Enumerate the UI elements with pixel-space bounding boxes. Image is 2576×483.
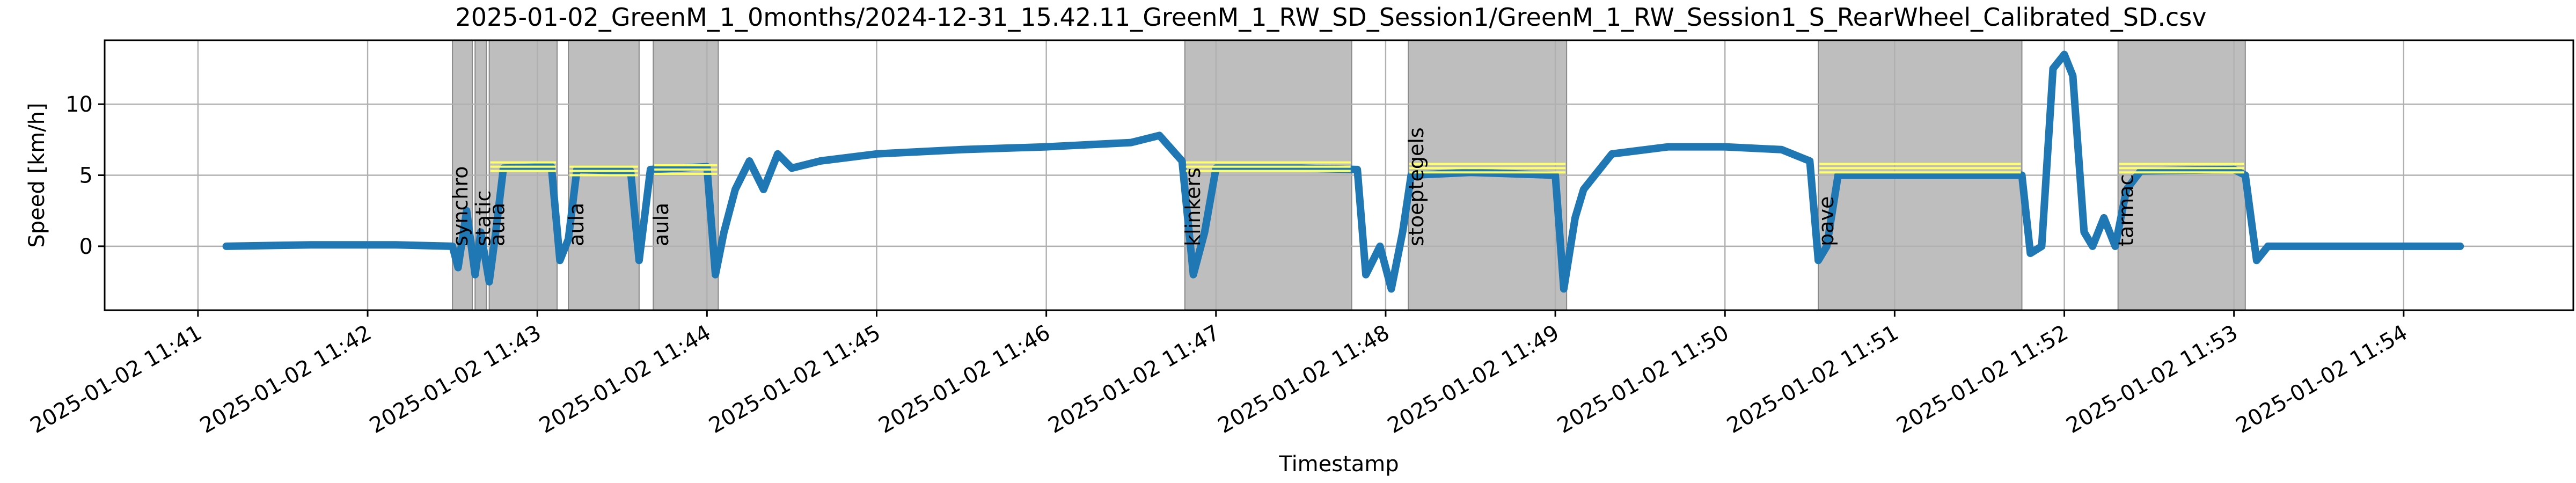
interval-label-0: synchro bbox=[449, 166, 472, 246]
x-tick-label-5: 2025-01-02 11:46 bbox=[874, 320, 1054, 438]
interval-label-4: aula bbox=[649, 203, 673, 246]
y-tick-label-2: 10 bbox=[65, 92, 93, 117]
y-tick-label-0: 0 bbox=[79, 235, 93, 259]
interval-label-5: klinkers bbox=[1181, 167, 1205, 246]
x-tick-label-6: 2025-01-02 11:47 bbox=[1044, 320, 1224, 438]
x-tick-label-12: 2025-01-02 11:53 bbox=[2062, 320, 2242, 438]
interval-label-2: aula bbox=[486, 203, 509, 246]
y-axis: 0 5 10 bbox=[65, 92, 105, 259]
x-tick-label-2: 2025-01-02 11:43 bbox=[365, 320, 545, 438]
x-tick-label-10: 2025-01-02 11:51 bbox=[1723, 320, 1902, 438]
interval-label-6: stoeptegels bbox=[1404, 127, 1428, 246]
x-tick-label-9: 2025-01-02 11:50 bbox=[1553, 320, 1733, 438]
x-tick-label-7: 2025-01-02 11:48 bbox=[1214, 320, 1394, 438]
y-tick-label-1: 5 bbox=[79, 164, 93, 188]
y-axis-label: Speed [km/h] bbox=[25, 103, 49, 247]
x-tick-label-4: 2025-01-02 11:45 bbox=[705, 320, 884, 438]
x-tick-label-3: 2025-01-02 11:44 bbox=[535, 320, 715, 438]
x-axis-label: Timestamp bbox=[1278, 452, 1399, 477]
target-lines bbox=[490, 161, 2244, 177]
grid-lines bbox=[105, 40, 2573, 310]
x-tick-label-1: 2025-01-02 11:42 bbox=[196, 320, 376, 438]
interval-label-3: aula bbox=[565, 203, 588, 246]
x-tick-label-11: 2025-01-02 11:52 bbox=[1892, 320, 2072, 438]
series-group bbox=[222, 50, 2464, 293]
x-tick-label-8: 2025-01-02 11:49 bbox=[1384, 320, 1563, 438]
interval-label-1: static bbox=[471, 191, 495, 246]
interval-label-7: pave bbox=[1814, 196, 1838, 246]
x-tick-label-13: 2025-01-02 11:54 bbox=[2232, 320, 2412, 438]
chart-title: 2025-01-02_GreenM_1_0months/2024-12-31_1… bbox=[455, 3, 2206, 32]
x-tick-label-0: 2025-01-02 11:41 bbox=[26, 320, 206, 438]
interval-label-8: tarmac bbox=[2114, 174, 2138, 246]
series-line-0 bbox=[222, 50, 2464, 293]
